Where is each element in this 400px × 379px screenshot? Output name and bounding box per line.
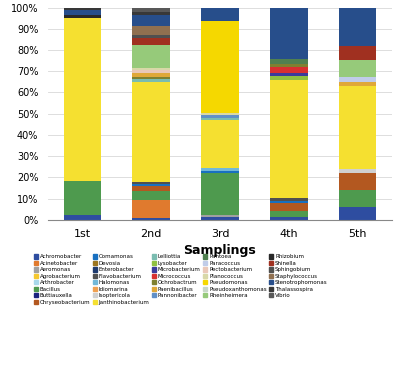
Bar — [270, 211, 308, 217]
Bar — [132, 45, 170, 68]
Bar — [132, 70, 170, 72]
Bar — [201, 118, 239, 120]
Bar — [64, 10, 102, 15]
Bar — [201, 215, 239, 216]
Bar — [338, 190, 376, 207]
Bar — [201, 120, 239, 168]
X-axis label: Samplings: Samplings — [184, 244, 256, 257]
Bar — [132, 77, 170, 80]
Bar — [338, 207, 376, 220]
Bar — [270, 64, 308, 67]
Bar — [64, 182, 102, 215]
Bar — [201, 8, 239, 21]
Bar — [132, 184, 170, 186]
Bar — [64, 215, 102, 220]
Bar — [132, 80, 170, 82]
Bar — [201, 216, 239, 220]
Bar — [64, 15, 102, 18]
Bar — [132, 82, 170, 182]
Bar — [270, 217, 308, 220]
Bar — [270, 200, 308, 203]
Bar — [338, 169, 376, 174]
Bar — [201, 168, 239, 171]
Bar — [338, 174, 376, 190]
Bar — [201, 113, 239, 115]
Bar — [132, 12, 170, 14]
Bar — [132, 14, 170, 26]
Bar — [201, 21, 239, 113]
Legend: Achromobacter, Acinetobacter, Aeromonas, Agrobacterium, Arthrobacter, Bacillus, : Achromobacter, Acinetobacter, Aeromonas,… — [34, 254, 328, 305]
Bar — [132, 218, 170, 220]
Bar — [201, 171, 239, 172]
Bar — [338, 8, 376, 46]
Bar — [338, 60, 376, 77]
Bar — [338, 46, 376, 60]
Bar — [270, 59, 308, 64]
Bar — [201, 172, 239, 215]
Bar — [270, 203, 308, 211]
Bar — [132, 200, 170, 218]
Bar — [270, 67, 308, 73]
Bar — [132, 191, 170, 200]
Bar — [132, 35, 170, 38]
Bar — [132, 186, 170, 191]
Bar — [270, 198, 308, 200]
Bar — [338, 86, 376, 169]
Bar — [270, 8, 308, 59]
Bar — [132, 68, 170, 70]
Bar — [338, 77, 376, 81]
Bar — [64, 8, 102, 10]
Bar — [64, 18, 102, 182]
Bar — [132, 182, 170, 184]
Bar — [132, 8, 170, 12]
Bar — [270, 73, 308, 76]
Bar — [270, 80, 308, 198]
Bar — [132, 72, 170, 77]
Bar — [201, 115, 239, 118]
Bar — [132, 38, 170, 45]
Bar — [338, 81, 376, 86]
Bar — [132, 26, 170, 35]
Bar — [270, 76, 308, 80]
